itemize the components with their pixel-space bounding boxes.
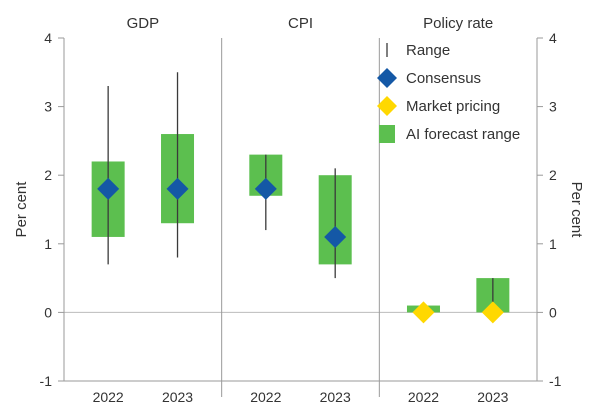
consensus-marker — [166, 177, 189, 200]
y-tick-label-right: 4 — [549, 30, 557, 46]
y-tick-label-left: 2 — [44, 167, 52, 183]
y-tick-label-right: 1 — [549, 236, 557, 252]
legend-market-pricing-swatch — [377, 96, 397, 116]
y-tick-label-left: 0 — [44, 304, 52, 320]
y-axis-label-right: Per cent — [568, 182, 585, 239]
legend-ai-forecast-swatch — [379, 125, 395, 143]
y-axis-label-left: Per cent — [13, 181, 30, 238]
y-tick-label-right: 0 — [549, 304, 557, 320]
x-tick-label: 2022 — [93, 389, 124, 405]
consensus-marker — [97, 177, 120, 200]
legend-label: AI forecast range — [406, 126, 520, 143]
legend-label: Range — [406, 42, 450, 59]
market-pricing-marker — [481, 301, 504, 324]
market-pricing-marker — [412, 301, 435, 324]
x-tick-label: 2022 — [250, 389, 281, 405]
panel-title: GDP — [127, 15, 160, 32]
y-tick-label-right: 2 — [549, 167, 557, 183]
legend-label: Consensus — [406, 70, 481, 87]
y-tick-label-right: 3 — [549, 99, 557, 115]
x-tick-label: 2023 — [477, 389, 508, 405]
consensus-marker — [254, 177, 277, 200]
x-tick-label: 2022 — [408, 389, 439, 405]
y-tick-label-left: 3 — [44, 99, 52, 115]
y-tick-label-left: 1 — [44, 236, 52, 252]
x-tick-label: 2023 — [320, 389, 351, 405]
legend-consensus-swatch — [377, 68, 397, 88]
x-tick-label: 2023 — [162, 389, 193, 405]
y-tick-label-left: 4 — [44, 30, 52, 46]
legend-label: Market pricing — [406, 98, 500, 115]
panel-title: CPI — [288, 15, 313, 32]
panel-title: Policy rate — [423, 15, 493, 32]
y-tick-label-right: -1 — [549, 373, 562, 389]
consensus-marker — [324, 225, 347, 248]
y-tick-label-left: -1 — [40, 373, 53, 389]
